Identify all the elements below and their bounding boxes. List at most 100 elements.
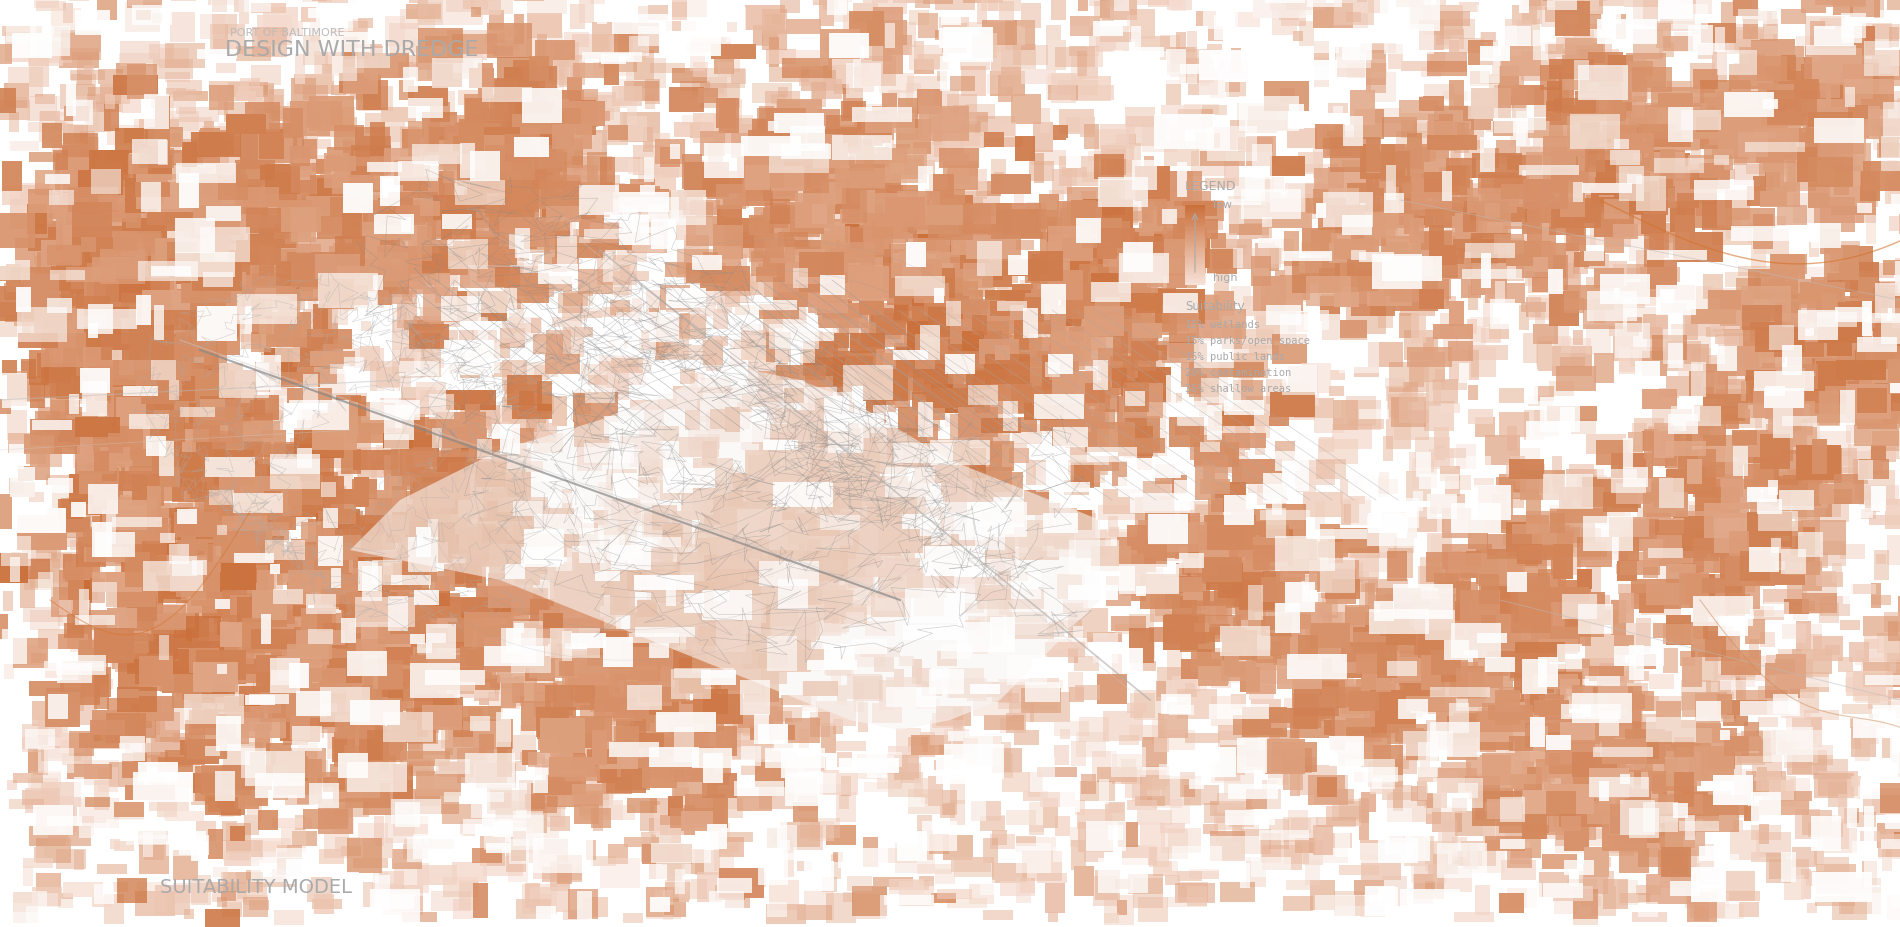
Bar: [1818, 329, 1834, 359]
Bar: [606, 640, 631, 674]
Bar: [939, 743, 975, 754]
Bar: [1075, 731, 1106, 756]
Bar: [1208, 499, 1224, 524]
Bar: [1858, 285, 1898, 299]
Bar: [420, 450, 456, 465]
Bar: [422, 629, 473, 648]
Bar: [403, 451, 452, 486]
Bar: [1189, 327, 1199, 357]
Bar: [671, 190, 707, 225]
Bar: [154, 361, 169, 395]
Bar: [1398, 210, 1434, 224]
Bar: [1543, 701, 1558, 716]
Bar: [509, 305, 524, 325]
Bar: [1628, 317, 1642, 332]
Bar: [593, 698, 644, 717]
Bar: [984, 534, 1015, 559]
Bar: [1617, 86, 1632, 111]
Bar: [205, 795, 245, 815]
Bar: [982, 910, 1013, 921]
Bar: [1619, 593, 1634, 623]
Bar: [1615, 324, 1651, 358]
Bar: [1680, 565, 1700, 601]
Bar: [1816, 864, 1856, 894]
Bar: [863, 450, 906, 475]
Bar: [165, 565, 194, 590]
Bar: [1102, 711, 1144, 741]
Bar: [1562, 594, 1598, 619]
Bar: [1554, 255, 1567, 289]
Bar: [735, 788, 775, 798]
Bar: [1292, 676, 1332, 711]
Bar: [1609, 730, 1628, 745]
Bar: [1193, 382, 1220, 407]
Bar: [310, 350, 355, 365]
Bar: [1252, 510, 1277, 535]
Bar: [967, 680, 988, 701]
Bar: [1478, 634, 1528, 659]
Bar: [1841, 889, 1881, 914]
Bar: [1140, 822, 1165, 847]
Bar: [1368, 0, 1387, 12]
Bar: [532, 170, 547, 204]
Bar: [994, 301, 1009, 332]
Bar: [200, 130, 234, 155]
Bar: [1790, 527, 1814, 562]
Bar: [150, 376, 196, 401]
Bar: [1193, 442, 1239, 467]
Bar: [1330, 699, 1351, 709]
Bar: [1427, 52, 1467, 72]
Bar: [1499, 797, 1524, 822]
Bar: [1448, 553, 1488, 573]
Bar: [868, 308, 897, 318]
Bar: [1644, 558, 1659, 578]
Bar: [1550, 147, 1575, 167]
Bar: [1834, 165, 1849, 196]
Bar: [1872, 445, 1887, 460]
Bar: [1170, 705, 1195, 715]
Bar: [1794, 604, 1809, 619]
Bar: [690, 41, 720, 51]
Bar: [17, 307, 66, 341]
Bar: [350, 283, 384, 308]
Bar: [1284, 254, 1300, 285]
Bar: [1296, 466, 1317, 491]
Bar: [1486, 122, 1501, 133]
Bar: [369, 251, 408, 286]
Bar: [169, 413, 200, 428]
Bar: [302, 631, 331, 662]
Bar: [152, 266, 192, 276]
Bar: [1201, 479, 1229, 494]
Bar: [1666, 81, 1693, 91]
Bar: [954, 857, 994, 877]
Bar: [950, 204, 990, 229]
Bar: [1269, 177, 1305, 211]
Bar: [1773, 437, 1794, 462]
Bar: [1094, 2, 1113, 21]
Bar: [975, 577, 984, 602]
Bar: [1402, 250, 1442, 275]
Bar: [543, 200, 580, 210]
Bar: [23, 737, 42, 752]
Bar: [591, 684, 642, 704]
Bar: [363, 612, 393, 646]
Bar: [1112, 461, 1127, 486]
Bar: [277, 656, 321, 681]
Bar: [1592, 0, 1607, 1]
Bar: [1490, 74, 1524, 89]
Bar: [86, 310, 116, 335]
Bar: [68, 580, 99, 600]
Bar: [446, 184, 481, 213]
Bar: [1039, 793, 1075, 807]
Bar: [1573, 817, 1604, 846]
Bar: [201, 765, 251, 795]
Bar: [1687, 459, 1702, 484]
Bar: [1522, 815, 1547, 839]
Bar: [391, 275, 426, 290]
Bar: [743, 575, 779, 604]
Bar: [1191, 203, 1231, 213]
Bar: [1199, 595, 1208, 625]
Bar: [418, 488, 458, 513]
Bar: [1284, 391, 1319, 406]
Bar: [361, 565, 407, 590]
